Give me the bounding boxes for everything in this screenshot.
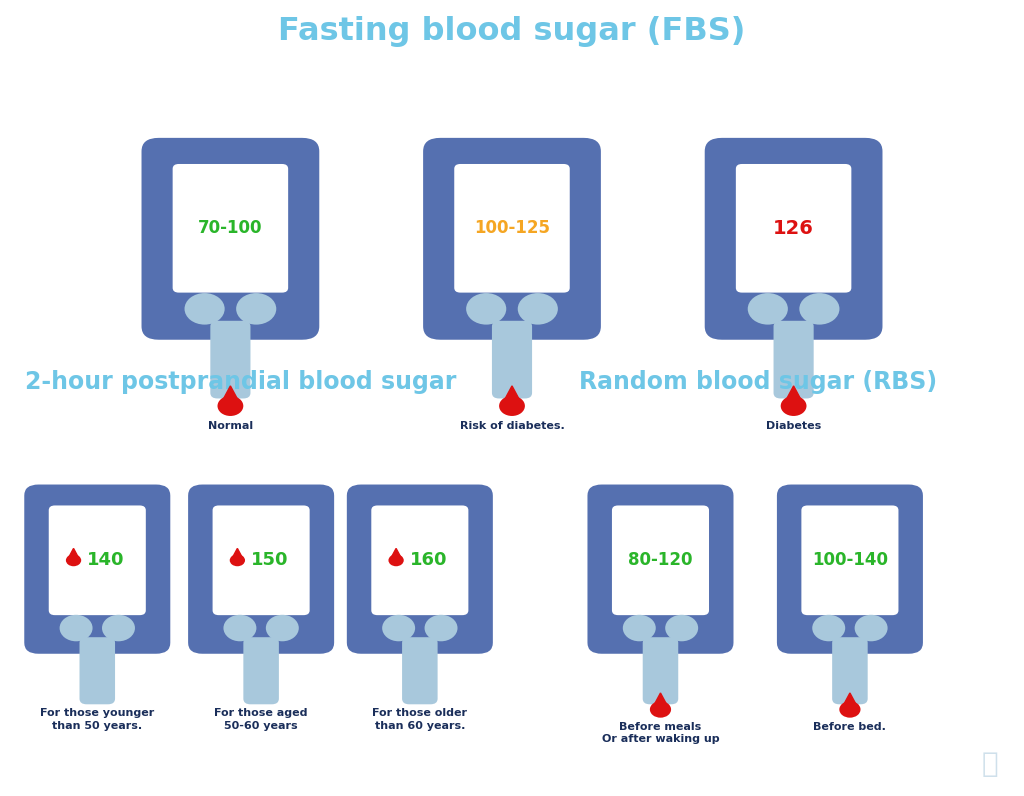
Text: Diabetes: Diabetes — [766, 421, 821, 431]
Text: For those aged
50-60 years: For those aged 50-60 years — [214, 708, 308, 731]
Ellipse shape — [666, 615, 698, 642]
Polygon shape — [231, 548, 243, 559]
FancyBboxPatch shape — [492, 321, 532, 399]
Ellipse shape — [237, 293, 276, 325]
Ellipse shape — [812, 615, 845, 642]
Text: Before bed.: Before bed. — [813, 722, 887, 732]
Text: 100-140: 100-140 — [812, 552, 888, 569]
FancyBboxPatch shape — [612, 505, 709, 615]
Text: Random blood sugar (RBS): Random blood sugar (RBS) — [579, 370, 937, 394]
Polygon shape — [503, 386, 521, 404]
FancyBboxPatch shape — [777, 485, 923, 654]
FancyBboxPatch shape — [347, 485, 493, 654]
Polygon shape — [652, 693, 669, 708]
FancyBboxPatch shape — [833, 637, 867, 704]
Ellipse shape — [425, 615, 458, 642]
FancyBboxPatch shape — [423, 138, 601, 340]
FancyBboxPatch shape — [244, 637, 279, 704]
Circle shape — [66, 554, 81, 566]
Text: 70-100: 70-100 — [199, 219, 262, 237]
Circle shape — [840, 701, 860, 718]
Ellipse shape — [518, 293, 558, 325]
Ellipse shape — [59, 615, 92, 642]
FancyBboxPatch shape — [173, 164, 288, 293]
Ellipse shape — [800, 293, 840, 325]
Polygon shape — [842, 693, 858, 708]
FancyBboxPatch shape — [705, 138, 883, 340]
Ellipse shape — [466, 293, 506, 325]
Text: 126: 126 — [773, 219, 814, 238]
Text: 150: 150 — [251, 552, 289, 569]
FancyBboxPatch shape — [455, 164, 569, 293]
Ellipse shape — [102, 615, 135, 642]
FancyBboxPatch shape — [773, 321, 814, 399]
Ellipse shape — [855, 615, 888, 642]
Circle shape — [499, 396, 525, 416]
Text: Before meals
Or after waking up: Before meals Or after waking up — [602, 722, 719, 744]
Text: 160: 160 — [410, 552, 447, 569]
Text: Risk of diabetes.: Risk of diabetes. — [460, 421, 564, 431]
Text: For those younger
than 50 years.: For those younger than 50 years. — [40, 708, 155, 731]
Circle shape — [229, 554, 245, 566]
Ellipse shape — [223, 615, 256, 642]
Ellipse shape — [266, 615, 299, 642]
FancyBboxPatch shape — [25, 485, 170, 654]
Text: 80-120: 80-120 — [629, 552, 692, 569]
Polygon shape — [221, 386, 240, 404]
FancyBboxPatch shape — [210, 321, 251, 399]
Circle shape — [780, 396, 807, 416]
Ellipse shape — [382, 615, 415, 642]
FancyBboxPatch shape — [643, 637, 678, 704]
FancyBboxPatch shape — [141, 138, 319, 340]
FancyBboxPatch shape — [80, 637, 115, 704]
Ellipse shape — [184, 293, 224, 325]
Text: Normal: Normal — [208, 421, 253, 431]
Text: 2-hour postprandial blood sugar: 2-hour postprandial blood sugar — [25, 370, 457, 394]
FancyBboxPatch shape — [213, 505, 309, 615]
Polygon shape — [68, 548, 79, 559]
FancyBboxPatch shape — [49, 505, 145, 615]
Text: Fasting blood sugar (FBS): Fasting blood sugar (FBS) — [279, 17, 745, 47]
Text: For those older
than 60 years.: For those older than 60 years. — [373, 708, 467, 731]
FancyBboxPatch shape — [736, 164, 851, 293]
Ellipse shape — [623, 615, 655, 642]
Text: 100-125: 100-125 — [474, 219, 550, 237]
Circle shape — [217, 396, 244, 416]
FancyBboxPatch shape — [372, 505, 468, 615]
Text: 🤘: 🤘 — [982, 751, 998, 778]
FancyBboxPatch shape — [188, 485, 334, 654]
Polygon shape — [390, 548, 401, 559]
Text: 140: 140 — [87, 552, 125, 569]
FancyBboxPatch shape — [802, 505, 898, 615]
Polygon shape — [784, 386, 803, 404]
Circle shape — [650, 701, 671, 718]
FancyBboxPatch shape — [402, 637, 437, 704]
Circle shape — [388, 554, 403, 566]
FancyBboxPatch shape — [588, 485, 733, 654]
Ellipse shape — [748, 293, 787, 325]
